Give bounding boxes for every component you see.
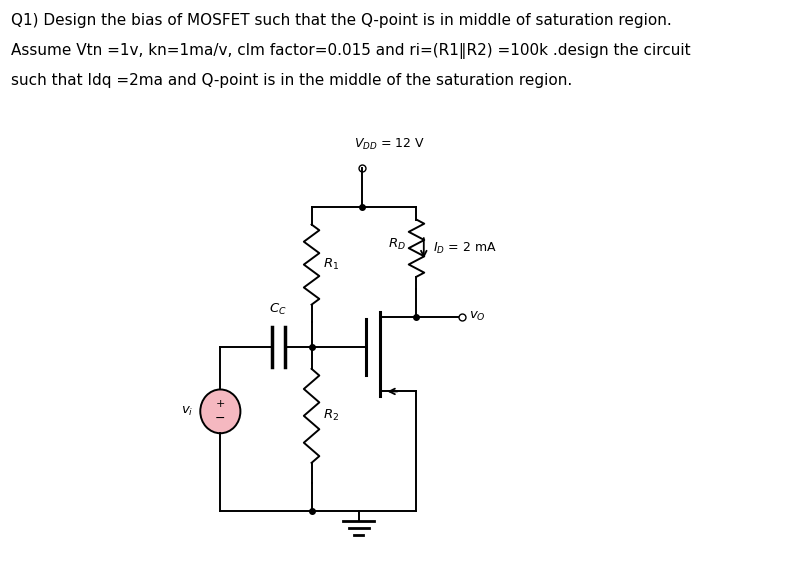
- Text: $R_2$: $R_2$: [322, 408, 338, 423]
- Text: −: −: [215, 412, 226, 425]
- Text: $V_{DD}$ = 12 V: $V_{DD}$ = 12 V: [354, 137, 426, 152]
- Text: $I_D$ = 2 mA: $I_D$ = 2 mA: [433, 241, 497, 256]
- Text: Assume Vtn =1v, kn=1ma/v, clm factor=0.015 and ri=(R1‖R2) =100k .design the circ: Assume Vtn =1v, kn=1ma/v, clm factor=0.0…: [10, 43, 690, 59]
- Text: $v_i$: $v_i$: [181, 405, 193, 418]
- Circle shape: [200, 389, 241, 433]
- Text: $C_C$: $C_C$: [270, 302, 287, 317]
- Text: +: +: [216, 400, 225, 409]
- Text: $R_D$: $R_D$: [388, 237, 406, 252]
- Text: $v_O$: $v_O$: [470, 310, 486, 323]
- Text: Q1) Design the bias of MOSFET such that the Q-point is in middle of saturation r: Q1) Design the bias of MOSFET such that …: [10, 13, 671, 28]
- Text: such that Idq =2ma and Q-point is in the middle of the saturation region.: such that Idq =2ma and Q-point is in the…: [10, 73, 572, 88]
- Text: $R_1$: $R_1$: [322, 257, 338, 272]
